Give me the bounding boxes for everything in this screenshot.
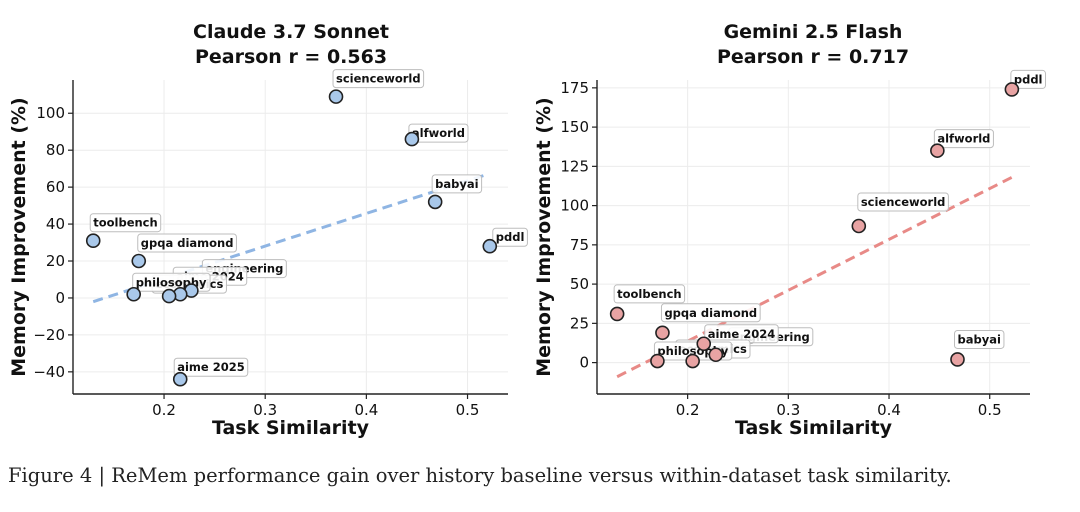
point-label: alfworld [933, 129, 994, 149]
point-label-text: alfworld [937, 132, 990, 146]
x-tick-label: 0.4 [877, 401, 901, 419]
data-point [655, 325, 670, 341]
x-tick-label: 0.5 [456, 401, 480, 419]
x-axis-label: Task Similarity [212, 417, 370, 439]
point-label-text: scienceworld [336, 72, 421, 86]
point-label-text: aime 2025 [177, 360, 245, 374]
y-tick-label: 0 [579, 354, 589, 372]
point-label-text: babyai [435, 177, 478, 191]
point-label: pddl [492, 227, 528, 247]
chart-title: Claude 3.7 Sonnet [193, 21, 389, 43]
data-point [650, 353, 665, 369]
point-label-text: babyai [957, 332, 1000, 346]
point-label-text: gpqa diamond [141, 236, 234, 250]
point-label: babyai [953, 329, 1005, 349]
y-tick-label: 100 [560, 197, 589, 215]
y-tick-label: 75 [570, 236, 589, 254]
point-label-box [89, 213, 162, 233]
y-axis-label: Memory Improvement (%) [8, 97, 30, 377]
point-label-box [953, 329, 1005, 349]
point-labels: pddl alfworld scienceworld toolbench gpqa di… [613, 69, 1047, 361]
point-label-box [613, 284, 686, 304]
point-label-box [332, 69, 425, 89]
data-point [851, 218, 867, 234]
x-tick-label: 0.5 [978, 401, 1002, 419]
x-tick-label: 0.2 [152, 401, 176, 419]
point-label-box [173, 357, 249, 377]
point-label: aime 2025 [173, 357, 249, 377]
x-axis-label: Task Similarity [735, 417, 893, 439]
y-tick-label: 60 [46, 178, 65, 196]
data-point [950, 352, 965, 367]
point-label-box [933, 129, 994, 149]
data-point [427, 194, 443, 210]
point-label-text: toolbench [93, 216, 157, 230]
chart-subtitle: Pearson r = 0.717 [717, 46, 909, 68]
point-label: gpqa diamond [137, 233, 237, 253]
x-tick-label: 0.3 [253, 401, 277, 419]
y-tick-label: 125 [560, 157, 589, 175]
y-tick-label: −40 [33, 363, 65, 381]
data-point [404, 131, 420, 147]
chart-gemini: 0.2 0.3 0.4 0.5 0 25 50 75 100 125 150 175 Gemini 2.… [533, 21, 1047, 439]
point-label-text: pddl [496, 230, 525, 244]
x-tick-label: 0.3 [776, 401, 800, 419]
point-label-text: gpqa diamond [664, 306, 757, 320]
point-label-box [431, 174, 483, 194]
point-label: alfworld [408, 123, 469, 143]
y-tick-label: 40 [46, 215, 65, 233]
point-label: gpqa diamond [660, 303, 761, 323]
point-label-text: aime 2024 [708, 327, 776, 341]
y-tick-label: 20 [46, 252, 65, 270]
data-point [328, 89, 344, 104]
y-tick-label: 150 [560, 118, 589, 136]
y-tick-label: 100 [36, 104, 65, 122]
point-label: philosophy [132, 272, 211, 292]
x-tick-label: 0.2 [676, 401, 700, 419]
point-label-text: toolbench [617, 287, 681, 301]
point-label-box [1010, 69, 1047, 89]
data-point [172, 371, 188, 387]
point-label-box [857, 192, 949, 212]
y-tick-label: 50 [570, 275, 589, 293]
point-label: toolbench [89, 213, 162, 233]
point-label-box [492, 227, 528, 247]
point-label: babyai [431, 174, 483, 194]
point-label: pddl [1010, 69, 1047, 89]
x-tick-label: 0.4 [354, 401, 378, 419]
data-point [609, 306, 625, 322]
data-point [685, 353, 700, 369]
y-tick-label: 0 [55, 289, 65, 307]
point-label-box [660, 303, 761, 323]
y-tick-label: 25 [570, 314, 589, 332]
data-point [126, 286, 141, 302]
point-label: toolbench [613, 284, 686, 304]
data-point [161, 288, 177, 304]
point-label-text: scienceworld [861, 195, 946, 209]
chart-claude: 0.2 0.3 0.4 0.5 −40 −20 0 20 40 60 80 100 Claude 3.7… [8, 21, 528, 439]
point-label-text: alfworld [412, 126, 465, 140]
data-point [696, 336, 712, 352]
data-point [930, 143, 945, 158]
data-point [708, 347, 724, 363]
y-tick-label: −20 [33, 326, 65, 344]
point-label: scienceworld [857, 192, 949, 212]
y-tick-label: 80 [46, 141, 65, 159]
data-point [131, 253, 147, 269]
point-label: scienceworld [332, 69, 425, 89]
data-point [482, 238, 498, 254]
point-label-box [137, 233, 237, 253]
data-point [85, 233, 101, 248]
y-axis-label: Memory Improvement (%) [533, 97, 555, 377]
point-label-text: pddl [1014, 72, 1043, 86]
chart-title: Gemini 2.5 Flash [724, 21, 903, 43]
data-point [1004, 82, 1020, 97]
chart-subtitle: Pearson r = 0.563 [195, 46, 387, 68]
point-labels: scienceworld alfworld babyai toolbench pddl g… [89, 69, 528, 377]
figure-caption: Figure 4 | ReMem performance gain over h… [8, 464, 952, 487]
y-tick-label: 175 [560, 79, 589, 97]
